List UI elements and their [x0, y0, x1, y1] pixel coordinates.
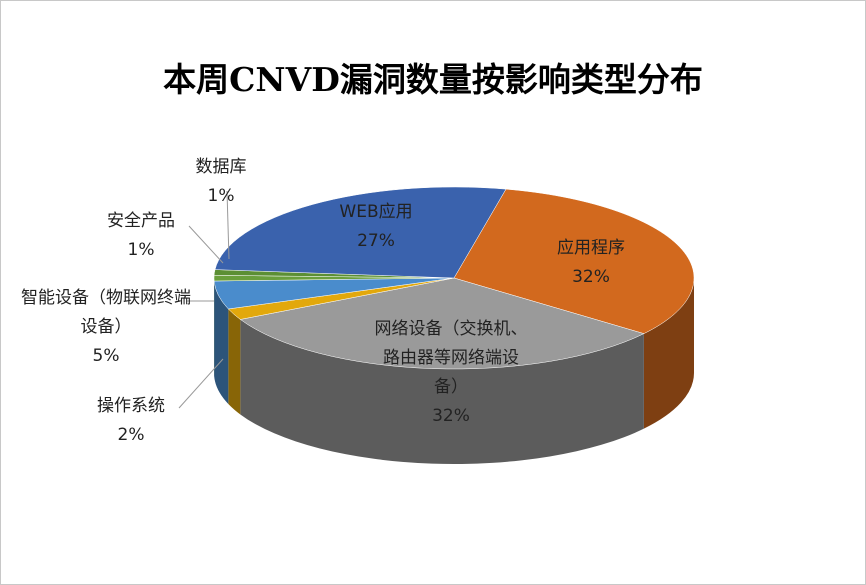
- value-label: 1%: [127, 240, 155, 260]
- category-label: 安全产品: [107, 211, 175, 231]
- category-label: 网络设备（交换机、路由器等网络端设备）: [374, 319, 528, 397]
- pie-side: [643, 278, 694, 429]
- leader-line: [188, 225, 224, 264]
- slice-label: 操作系统 2%: [86, 392, 176, 450]
- value-label: 27%: [357, 231, 395, 251]
- chart-title: 本周CNVD漏洞数量按影响类型分布: [163, 60, 703, 99]
- value-label: 5%: [92, 346, 120, 366]
- leader-line: [178, 358, 224, 409]
- value-label: 32%: [572, 267, 610, 287]
- leader-line: [226, 190, 230, 260]
- slice-label: WEB应用 27%: [331, 198, 421, 256]
- slice-label: 安全产品 1%: [91, 207, 191, 265]
- category-label: 应用程序: [557, 238, 625, 258]
- pie-slice: [453, 188, 695, 334]
- value-label: 32%: [432, 406, 470, 426]
- slice-label: 应用程序 32%: [546, 234, 636, 292]
- pie-slice: [214, 186, 507, 279]
- slice-label: 智能设备（物联网终端设备） 5%: [21, 284, 191, 371]
- pie-side: [240, 319, 644, 464]
- category-label: WEB应用: [339, 202, 413, 222]
- pie-side: [214, 281, 229, 404]
- category-label: 智能设备（物联网终端设备）: [21, 288, 191, 337]
- category-label: 数据库: [195, 157, 247, 177]
- slice-label: 数据库 1%: [181, 153, 261, 211]
- slice-label: 网络设备（交换机、路由器等网络端设备） 32%: [371, 315, 531, 431]
- category-label: 操作系统: [97, 396, 165, 416]
- pie-side: [228, 308, 241, 415]
- value-label: 1%: [207, 186, 235, 206]
- value-label: 2%: [117, 425, 145, 445]
- pie-slice: [239, 277, 645, 370]
